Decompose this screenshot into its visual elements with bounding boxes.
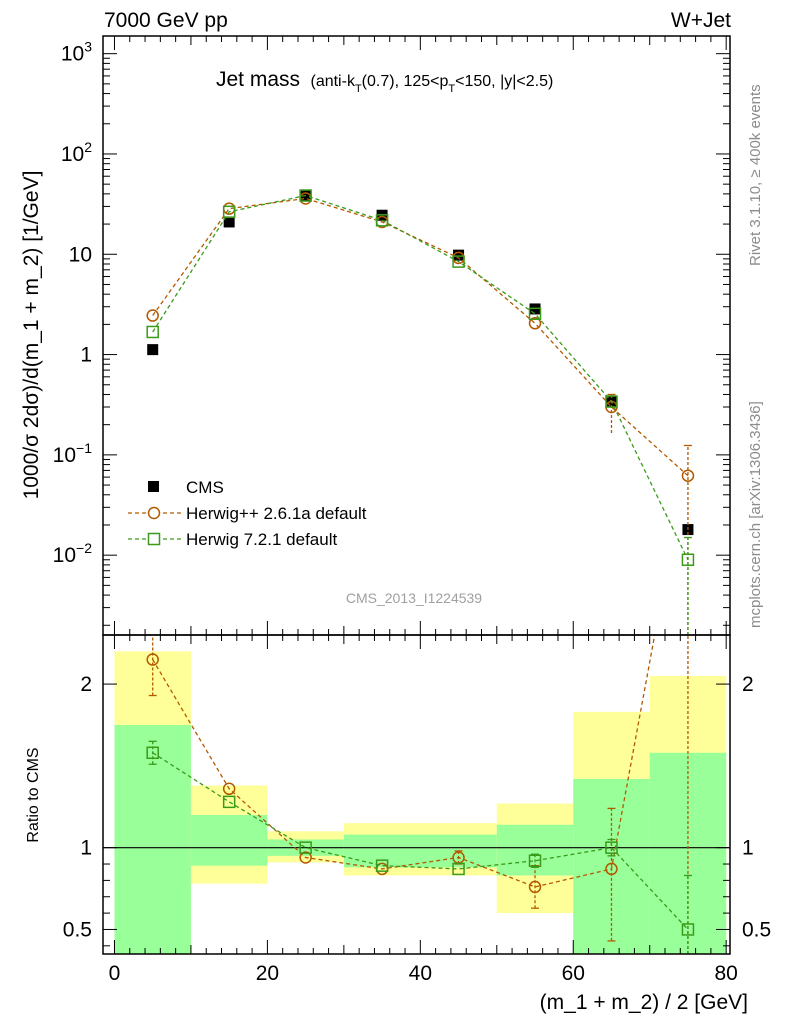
header-left: 7000 GeV pp xyxy=(104,9,228,32)
ratio-y-tick-label-left: 0.5 xyxy=(63,918,92,941)
main-y-tick-label: 10 xyxy=(69,243,92,266)
herwig7-point xyxy=(681,553,695,567)
legend-label-herwig7: Herwig 7.2.1 default xyxy=(186,530,337,549)
legend-marker-herwig7 xyxy=(147,532,161,546)
cms-point xyxy=(147,344,159,356)
herwig7-point xyxy=(375,214,389,227)
series-line-1 xyxy=(152,197,689,477)
herwig7-point xyxy=(528,307,542,321)
legend-label-cms: CMS xyxy=(186,478,224,497)
cms-point xyxy=(453,249,465,261)
x-tick-label: 40 xyxy=(409,962,432,985)
main-y-tick-label: 10−1 xyxy=(53,440,93,467)
cms-point xyxy=(223,216,235,228)
main-y-tick-label: 10−2 xyxy=(53,540,93,567)
header-right: W+Jet xyxy=(671,9,731,32)
analysis-watermark: CMS_2013_I1224539 xyxy=(346,590,482,606)
main-y-axis: 10−2 10−1 1 10 102 103 xyxy=(53,36,730,635)
ratio-y-tick-label-right: 2 xyxy=(742,673,754,696)
mcplots-label: mcplots.cern.ch [arXiv:1306.3436] xyxy=(747,401,764,628)
ratio-herwigpp-point xyxy=(528,880,542,894)
herwig7-point xyxy=(299,189,312,202)
herwigpp-point xyxy=(528,317,542,330)
herwigpp-point xyxy=(681,469,695,482)
main-plot-series xyxy=(146,189,695,635)
herwig7-point xyxy=(452,255,465,268)
ratio-y-tick-label-left: 1 xyxy=(80,837,92,860)
ratio-y-tick-label-right: 0.5 xyxy=(742,918,771,941)
ratio-herwig7-point xyxy=(222,795,236,809)
ratio-herwigpp-point xyxy=(605,862,618,876)
herwig7-point xyxy=(605,395,618,408)
ratio-uncertainty-bands xyxy=(103,651,730,954)
x-axis-label: (m_1 + m_2) / 2 [GeV] xyxy=(540,991,748,1014)
plot-title: Jet mass (anti-kT(0.7), 125<pT<150, |y|<… xyxy=(216,68,553,95)
main-y-tick-label: 103 xyxy=(61,39,92,66)
ratio-plot-frame xyxy=(102,634,731,955)
ratio-herwigpp-point xyxy=(299,851,312,864)
ratio-herwig7-point xyxy=(146,746,159,760)
main-y-tick-label: 1 xyxy=(80,344,92,367)
ratio-herwig7-point xyxy=(528,854,542,868)
ratio-band-inner xyxy=(343,834,497,868)
rivet-label: Rivet 3.1.10, ≥ 400k events xyxy=(747,84,764,266)
legend-marker-herwigpp xyxy=(147,506,161,520)
ratio-axes: 0 20 40 60 800.5 0.51 12 2 xyxy=(63,635,771,985)
main-y-label: 1000/σ 2dσ)/d(m_1 + m_2) [1/GeV] xyxy=(20,171,43,500)
ratio-plot-series xyxy=(146,635,695,954)
herwig7-point xyxy=(222,205,236,219)
ratio-herwig7-point xyxy=(375,859,389,872)
x-tick-label: 0 xyxy=(109,962,121,985)
x-tick-label: 60 xyxy=(562,962,585,985)
legend-marker-cms xyxy=(148,481,159,492)
herwigpp-point xyxy=(146,309,159,322)
herwig7-point xyxy=(146,325,159,339)
ratio-herwig7-point xyxy=(452,862,465,876)
series-line-2 xyxy=(152,194,689,561)
ratio-y-tick-label-left: 2 xyxy=(80,673,92,696)
ratio-y-label: Ratio to CMS xyxy=(25,747,42,842)
ratio-y-tick-label-right: 1 xyxy=(742,837,754,860)
main-y-tick-label: 102 xyxy=(61,139,92,166)
legend: CMS Herwig++ 2.6.1a default Herwig 7.2.1… xyxy=(128,478,367,549)
legend-label-herwigpp: Herwig++ 2.6.1a default xyxy=(186,504,367,523)
ratio-band-inner xyxy=(190,814,268,866)
ratio-herwig7-point xyxy=(681,923,695,936)
ratio-herwigpp-point xyxy=(222,782,236,796)
ratio-line-1 xyxy=(152,752,689,930)
ratio-herwig7-point xyxy=(605,841,618,854)
ratio-line-0 xyxy=(152,635,656,888)
x-tick-label: 20 xyxy=(256,962,279,985)
ratio-herwigpp-point xyxy=(146,653,159,666)
ratio-herwig7-point xyxy=(299,841,312,854)
x-tick-label: 80 xyxy=(714,962,737,985)
ratio-band-inner xyxy=(114,724,191,954)
